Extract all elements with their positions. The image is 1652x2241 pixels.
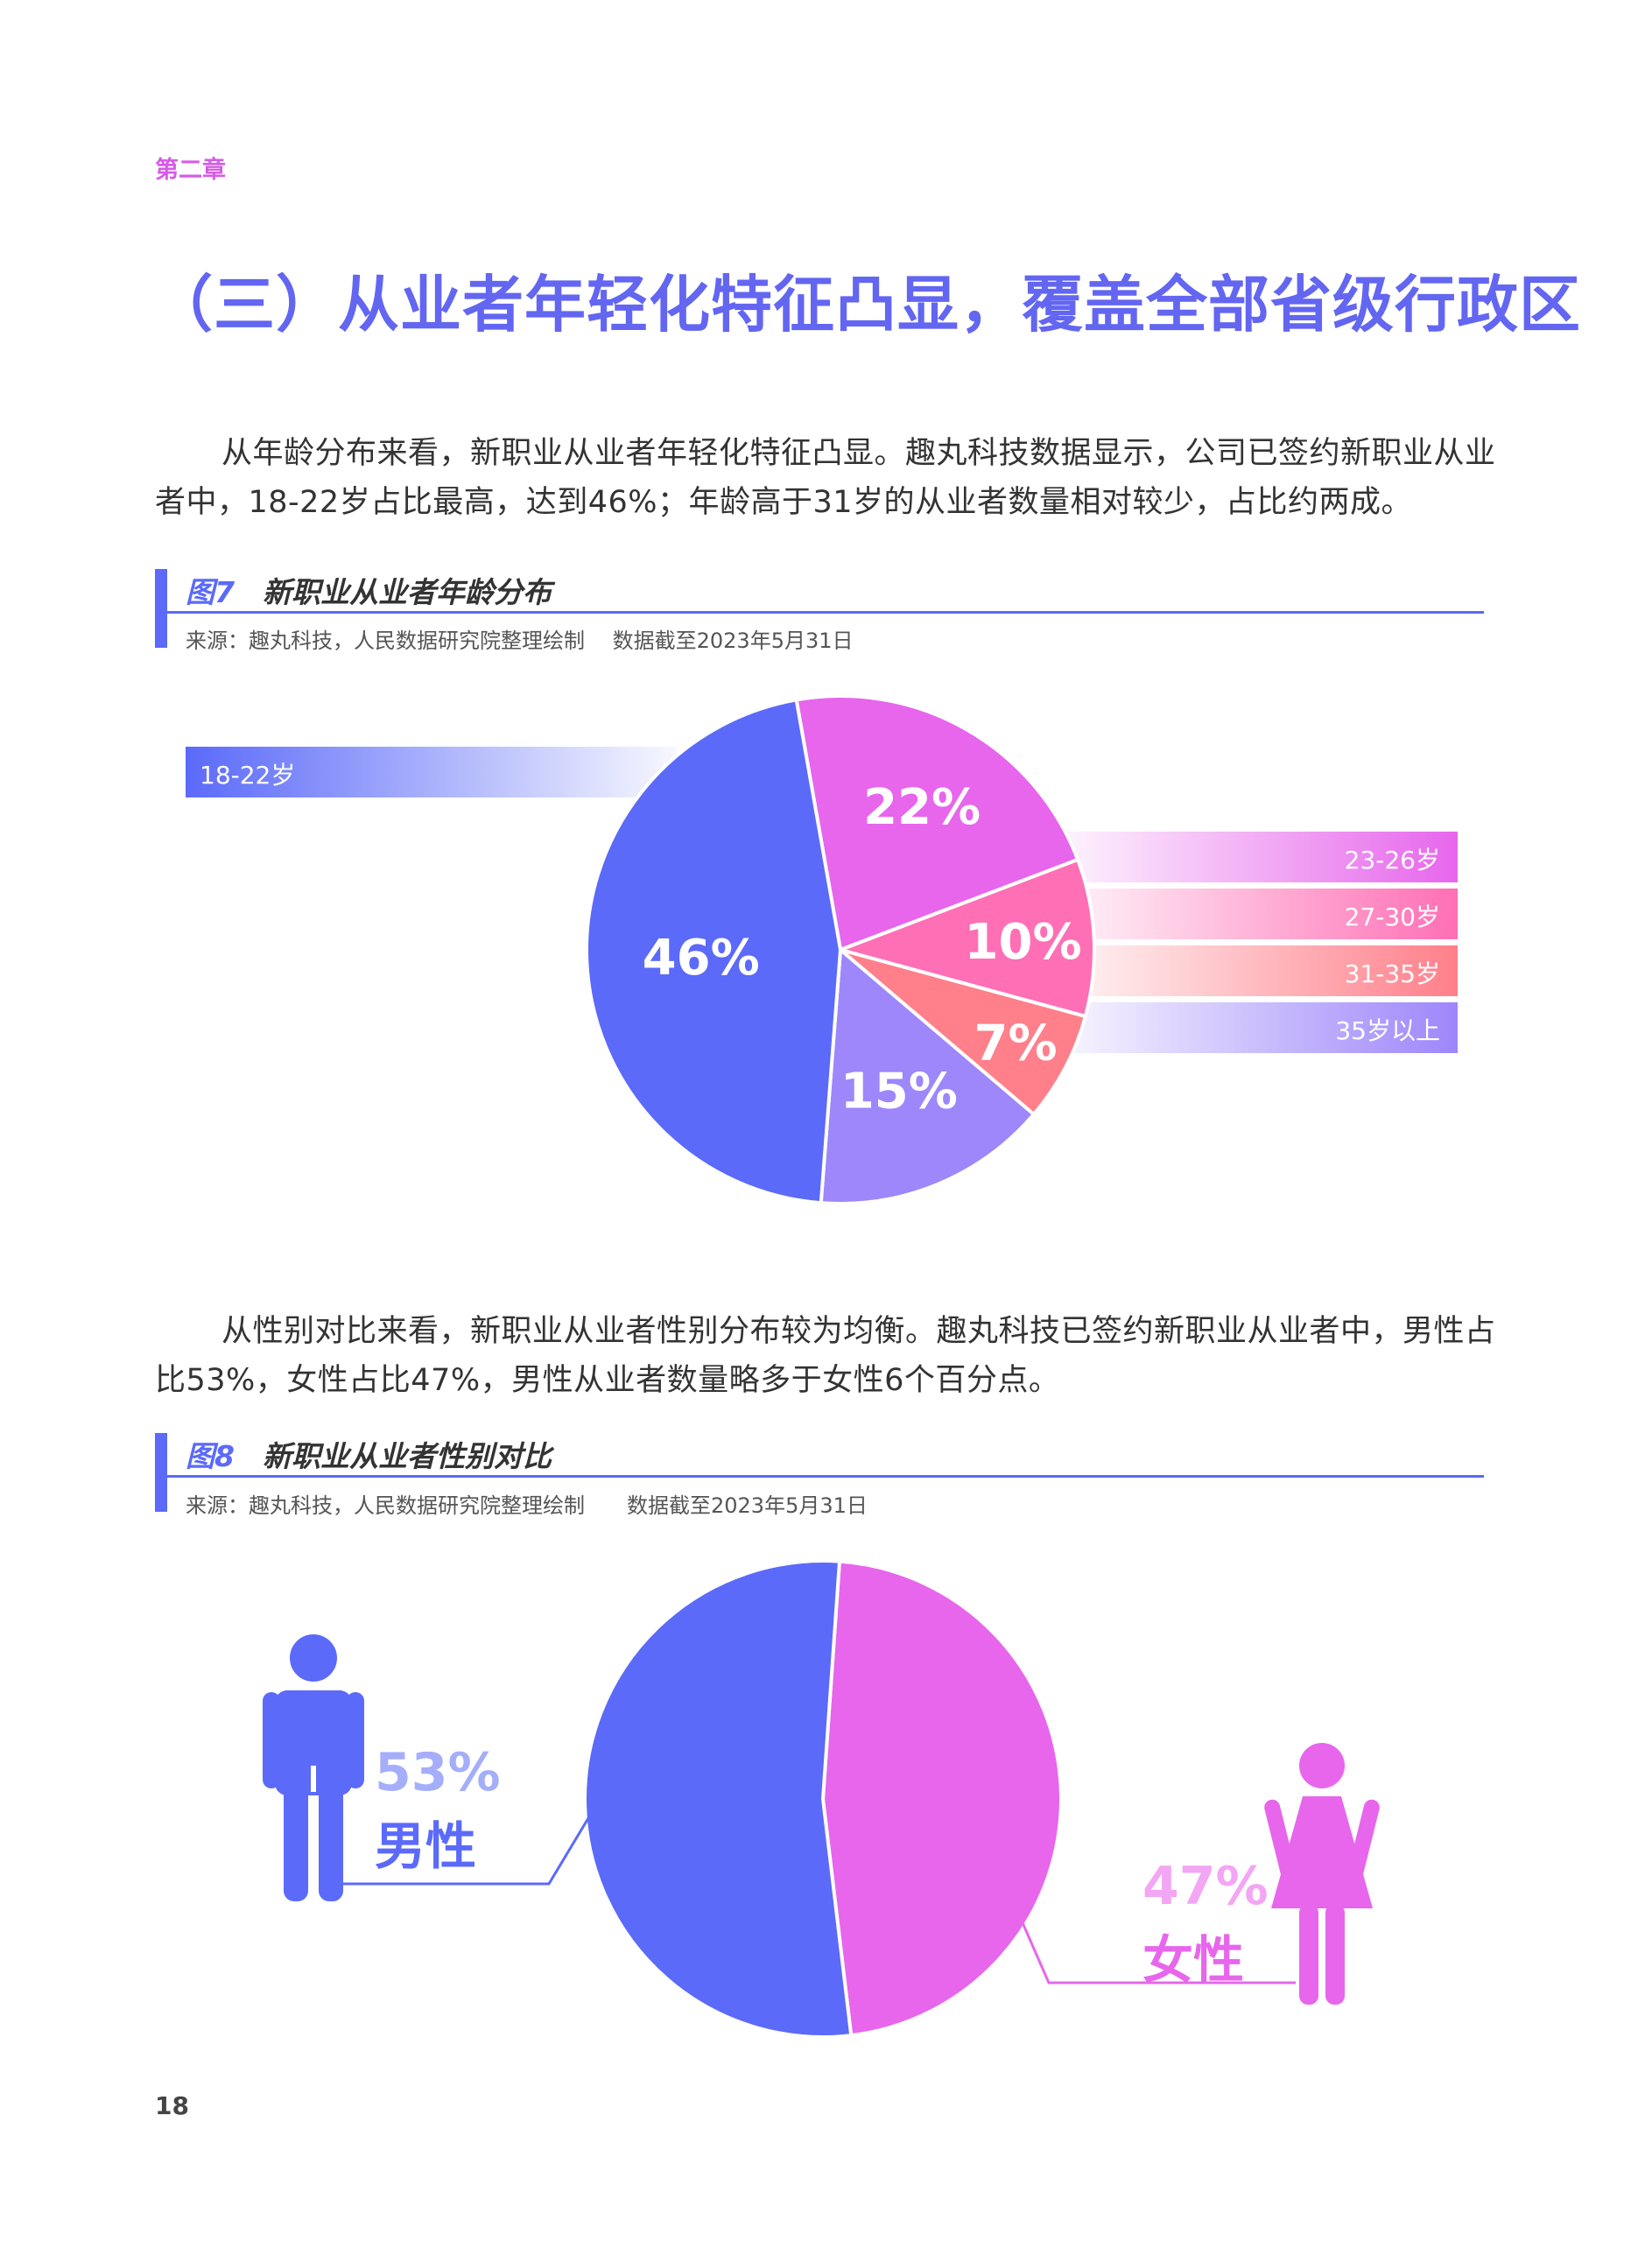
gender-pie-chart <box>583 1559 1064 2039</box>
male-connector <box>339 1817 590 1886</box>
age-label-23-26: 23-26岁 <box>1344 846 1440 875</box>
paragraph-gender: 从性别对比来看，新职业从业者性别分布较为均衡。趣丸科技已签约新职业从业者中，男性… <box>155 1314 1496 1398</box>
label-bar-27-30 <box>1064 889 1458 939</box>
male-figure-icon <box>263 1634 364 1901</box>
figure7-number: 图7 <box>186 575 235 609</box>
age-label-18-22: 18-22岁 <box>200 761 296 790</box>
figure8-number: 图8 <box>186 1439 235 1473</box>
pie-value-label-1: 22% <box>863 779 981 836</box>
male-label: 男性 <box>375 1816 477 1876</box>
pie-slice-2 <box>834 857 1096 1019</box>
figure7-title: 新职业从业者年龄分布 <box>263 575 552 609</box>
pie-value-label-5: 46% <box>643 930 760 987</box>
female-connector <box>1016 1912 1296 1985</box>
pie-value-label-4: 15% <box>840 1064 958 1120</box>
male-percent: 53% <box>375 1742 501 1803</box>
female-percent: 47% <box>1142 1856 1269 1917</box>
age-label-35plus: 35岁以上 <box>1335 1016 1440 1045</box>
label-bar-18-22 <box>186 747 676 797</box>
section-title: （三）从业者年轻化特征凸显，覆盖全部省级行政区 <box>151 269 1581 341</box>
age-label-27-30: 27-30岁 <box>1344 903 1440 931</box>
figure8-title: 新职业从业者性别对比 <box>263 1439 552 1473</box>
pie-slice-2 <box>583 1559 854 2039</box>
page-number: 18 <box>155 2091 189 2120</box>
age-chart-labels-layer <box>186 747 1458 1053</box>
figure8-accent-bar <box>155 1433 167 1512</box>
figure7-accent-bar <box>155 569 167 648</box>
chapter-label: 第二章 <box>155 157 226 184</box>
pie-slice-1 <box>820 1559 1064 2038</box>
pie-slice-4 <box>819 945 1037 1205</box>
figure8-rule <box>167 1475 1484 1478</box>
figure7-source: 来源：趣丸科技，人民数据研究院整理绘制 数据截至2023年5月31日 <box>186 629 854 653</box>
pie-value-label-2: 10% <box>965 914 1082 971</box>
female-figure-icon <box>1264 1743 1380 2005</box>
pie-slice-3 <box>839 948 1088 1117</box>
pie-value-label-3: 7% <box>974 1015 1058 1071</box>
gender-connectors <box>339 1817 1296 1985</box>
label-bar-31-35 <box>1064 945 1458 996</box>
female-label: 女性 <box>1142 1930 1245 1990</box>
label-bar-35plus <box>1064 1002 1458 1053</box>
figure8-source: 来源：趣丸科技，人民数据研究院整理绘制 数据截至2023年5月31日 <box>186 1493 868 1518</box>
figure7-rule <box>167 611 1484 614</box>
pie-slice-5 <box>585 698 843 1205</box>
age-pie-chart: 22% 10% 7% 15% 46% <box>585 694 1096 1205</box>
label-bar-23-26 <box>1064 832 1458 882</box>
age-label-31-35: 31-35岁 <box>1344 959 1440 988</box>
paragraph-age: 从年龄分布来看，新职业从业者年轻化特征凸显。趣丸科技数据显示，公司已签约新职业从… <box>155 436 1496 520</box>
